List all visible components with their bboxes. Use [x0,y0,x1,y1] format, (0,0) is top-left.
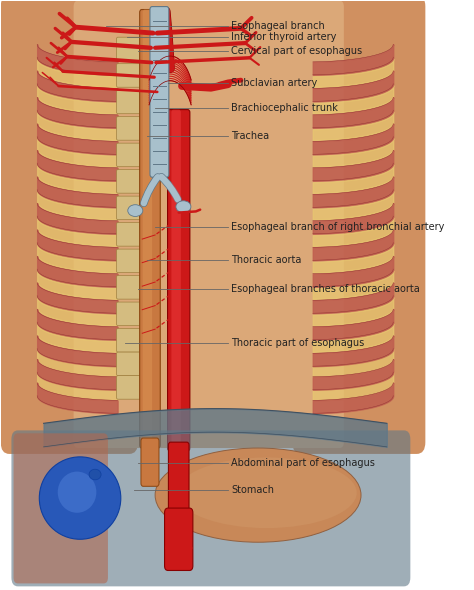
FancyBboxPatch shape [117,196,146,219]
FancyBboxPatch shape [11,430,410,586]
Text: Thoracic aorta: Thoracic aorta [231,255,302,265]
FancyBboxPatch shape [117,376,146,399]
FancyBboxPatch shape [141,438,159,486]
Text: Abdominal part of esophagus: Abdominal part of esophagus [231,458,375,468]
FancyBboxPatch shape [117,249,146,273]
Text: Esophageal branch of right bronchial artery: Esophageal branch of right bronchial art… [231,222,445,232]
Ellipse shape [176,201,191,212]
FancyBboxPatch shape [168,442,189,569]
FancyBboxPatch shape [143,9,152,448]
Text: Inferior thyroid artery: Inferior thyroid artery [231,32,337,42]
Text: Subclavian artery: Subclavian artery [231,78,318,88]
FancyBboxPatch shape [292,0,425,454]
FancyBboxPatch shape [164,508,193,571]
FancyBboxPatch shape [140,9,160,448]
Text: Brachiocephalic trunk: Brachiocephalic trunk [231,103,338,113]
FancyBboxPatch shape [117,222,146,246]
Text: Trachea: Trachea [231,131,270,141]
FancyBboxPatch shape [150,6,169,177]
FancyBboxPatch shape [117,302,146,326]
Ellipse shape [89,469,101,480]
FancyBboxPatch shape [117,117,146,140]
FancyBboxPatch shape [73,1,344,448]
FancyBboxPatch shape [117,329,146,352]
Text: Thoracic part of esophagus: Thoracic part of esophagus [231,338,365,348]
FancyBboxPatch shape [117,143,146,167]
FancyBboxPatch shape [117,90,146,114]
FancyBboxPatch shape [117,352,146,376]
Text: Esophageal branches of thoracic aorta: Esophageal branches of thoracic aorta [231,284,420,294]
FancyBboxPatch shape [117,64,146,87]
Text: Esophageal branch: Esophageal branch [231,21,325,31]
FancyBboxPatch shape [0,0,138,454]
Ellipse shape [39,457,121,539]
Ellipse shape [176,457,357,528]
FancyBboxPatch shape [117,37,146,61]
Text: Cervical part of esophagus: Cervical part of esophagus [231,46,363,55]
FancyBboxPatch shape [172,110,181,451]
Ellipse shape [155,448,361,542]
Text: Stomach: Stomach [231,486,274,496]
FancyBboxPatch shape [117,170,146,193]
FancyBboxPatch shape [14,433,108,584]
Ellipse shape [128,205,143,217]
FancyBboxPatch shape [117,276,146,299]
FancyBboxPatch shape [167,110,190,451]
Ellipse shape [58,471,96,513]
